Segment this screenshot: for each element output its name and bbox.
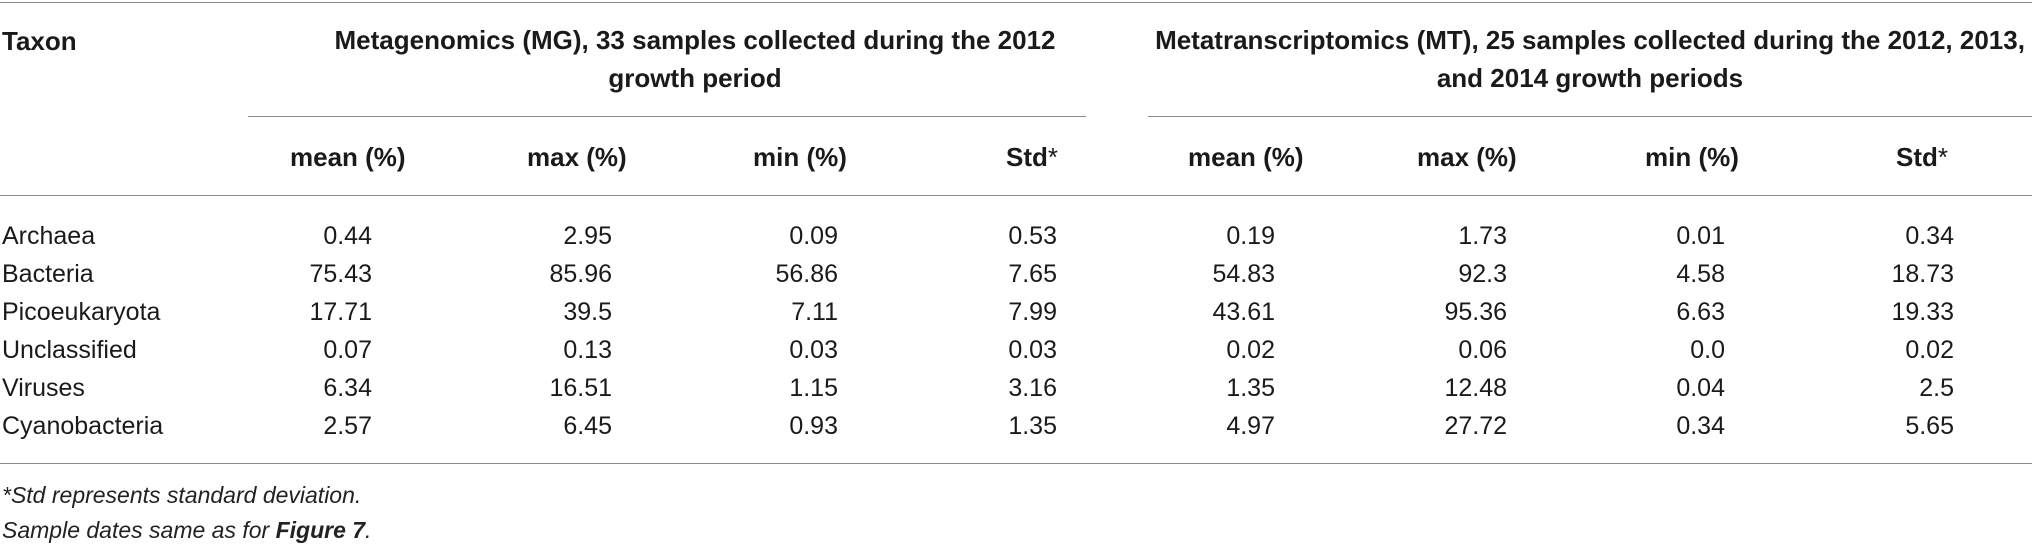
mg-std-cell: 7.65: [1008, 260, 1057, 288]
mt-std-cell: 0.34: [1905, 222, 1954, 250]
mg-max-cell: 16.51: [549, 374, 612, 402]
mg-min-cell: 0.09: [789, 222, 838, 250]
mg-std-cell: 0.53: [1008, 222, 1057, 250]
mg-min-cell: 1.15: [789, 374, 838, 402]
mt-mean-header: mean (%): [1188, 142, 1304, 172]
mt-std-cell: 18.73: [1891, 260, 1954, 288]
mt-min-cell: 0.04: [1676, 374, 1725, 402]
mg-mean-cell: 0.07: [323, 336, 372, 364]
mg-min-cell: 0.03: [789, 336, 838, 364]
mt-mean-cell: 4.97: [1226, 412, 1275, 440]
mt-std-cell: 19.33: [1891, 298, 1954, 326]
mg-mean-cell: 75.43: [309, 260, 372, 288]
footnote-sample-suffix: .: [365, 517, 372, 543]
mt-min-cell: 0.01: [1676, 222, 1725, 250]
mt-group-rule: [1148, 116, 2032, 117]
mg-group-rule: [248, 116, 1086, 117]
taxon-column-header: Taxon: [2, 26, 77, 56]
mt-max-cell: 0.06: [1458, 336, 1507, 364]
table-top-rule: [0, 2, 2032, 3]
mt-max-header: max (%): [1417, 142, 1517, 172]
mt-std-header: Std*: [1896, 144, 1948, 170]
mg-std-header: Std*: [1006, 144, 1058, 170]
taxon-cell: Archaea: [2, 222, 96, 250]
taxon-cell: Bacteria: [2, 260, 94, 288]
figure-reference-link[interactable]: Figure 7: [275, 517, 366, 543]
mt-max-cell: 27.72: [1444, 412, 1507, 440]
table-bottom-rule: [0, 463, 2032, 464]
mg-mean-cell: 2.57: [323, 412, 372, 440]
std-asterisk: *: [1047, 142, 1059, 172]
mg-max-cell: 0.13: [563, 336, 612, 364]
mg-group-header: Metagenomics (MG), 33 samples collected …: [334, 25, 1056, 93]
header-bottom-rule: [0, 195, 2032, 196]
footnote-std: *Std represents standard deviation.: [2, 482, 362, 508]
mt-min-cell: 4.58: [1676, 260, 1725, 288]
mg-max-cell: 85.96: [549, 260, 612, 288]
taxon-cell: Cyanobacteria: [2, 412, 164, 440]
mg-std-cell: 1.35: [1008, 412, 1057, 440]
mg-max-cell: 2.95: [563, 222, 612, 250]
mg-mean-cell: 17.71: [309, 298, 372, 326]
mt-max-cell: 12.48: [1444, 374, 1507, 402]
mt-min-cell: 0.0: [1690, 336, 1725, 364]
mg-max-cell: 39.5: [563, 298, 612, 326]
mg-std-cell: 0.03: [1008, 336, 1057, 364]
mt-min-cell: 6.63: [1676, 298, 1725, 326]
mt-mean-cell: 43.61: [1212, 298, 1275, 326]
mt-std-cell: 2.5: [1919, 374, 1954, 402]
mg-mean-cell: 6.34: [323, 374, 372, 402]
std-asterisk: *: [1937, 142, 1949, 172]
mg-mean-cell: 0.44: [323, 222, 372, 250]
mt-min-header: min (%): [1645, 142, 1739, 172]
mt-min-cell: 0.34: [1676, 412, 1725, 440]
mg-mean-header: mean (%): [290, 142, 406, 172]
mt-mean-cell: 54.83: [1212, 260, 1275, 288]
mt-max-cell: 1.73: [1458, 222, 1507, 250]
mt-group-header: Metatranscriptomics (MT), 25 samples col…: [1155, 25, 2025, 93]
mt-max-cell: 95.36: [1444, 298, 1507, 326]
mt-std-cell: 0.02: [1905, 336, 1954, 364]
mt-max-cell: 92.3: [1458, 260, 1507, 288]
mg-std-cell: 3.16: [1008, 374, 1057, 402]
mg-min-cell: 7.11: [791, 298, 838, 326]
mg-max-header: max (%): [527, 142, 627, 172]
mt-std-cell: 5.65: [1905, 412, 1954, 440]
mt-mean-cell: 0.02: [1226, 336, 1275, 364]
mg-min-header: min (%): [753, 142, 847, 172]
taxon-cell: Viruses: [2, 374, 85, 402]
mg-min-cell: 56.86: [775, 260, 838, 288]
mt-mean-cell: 1.35: [1226, 374, 1275, 402]
std-label: Std: [1896, 142, 1938, 172]
footnote-sample-prefix: Sample dates same as for: [2, 517, 276, 543]
mg-max-cell: 6.45: [563, 412, 612, 440]
mt-mean-cell: 0.19: [1226, 222, 1275, 250]
std-label: Std: [1006, 142, 1048, 172]
taxon-cell: Unclassified: [2, 336, 137, 364]
footnote-sample-dates: Sample dates same as for Figure 7.: [2, 519, 371, 542]
mg-std-cell: 7.99: [1008, 298, 1057, 326]
mg-min-cell: 0.93: [789, 412, 838, 440]
taxon-cell: Picoeukaryota: [2, 298, 161, 326]
